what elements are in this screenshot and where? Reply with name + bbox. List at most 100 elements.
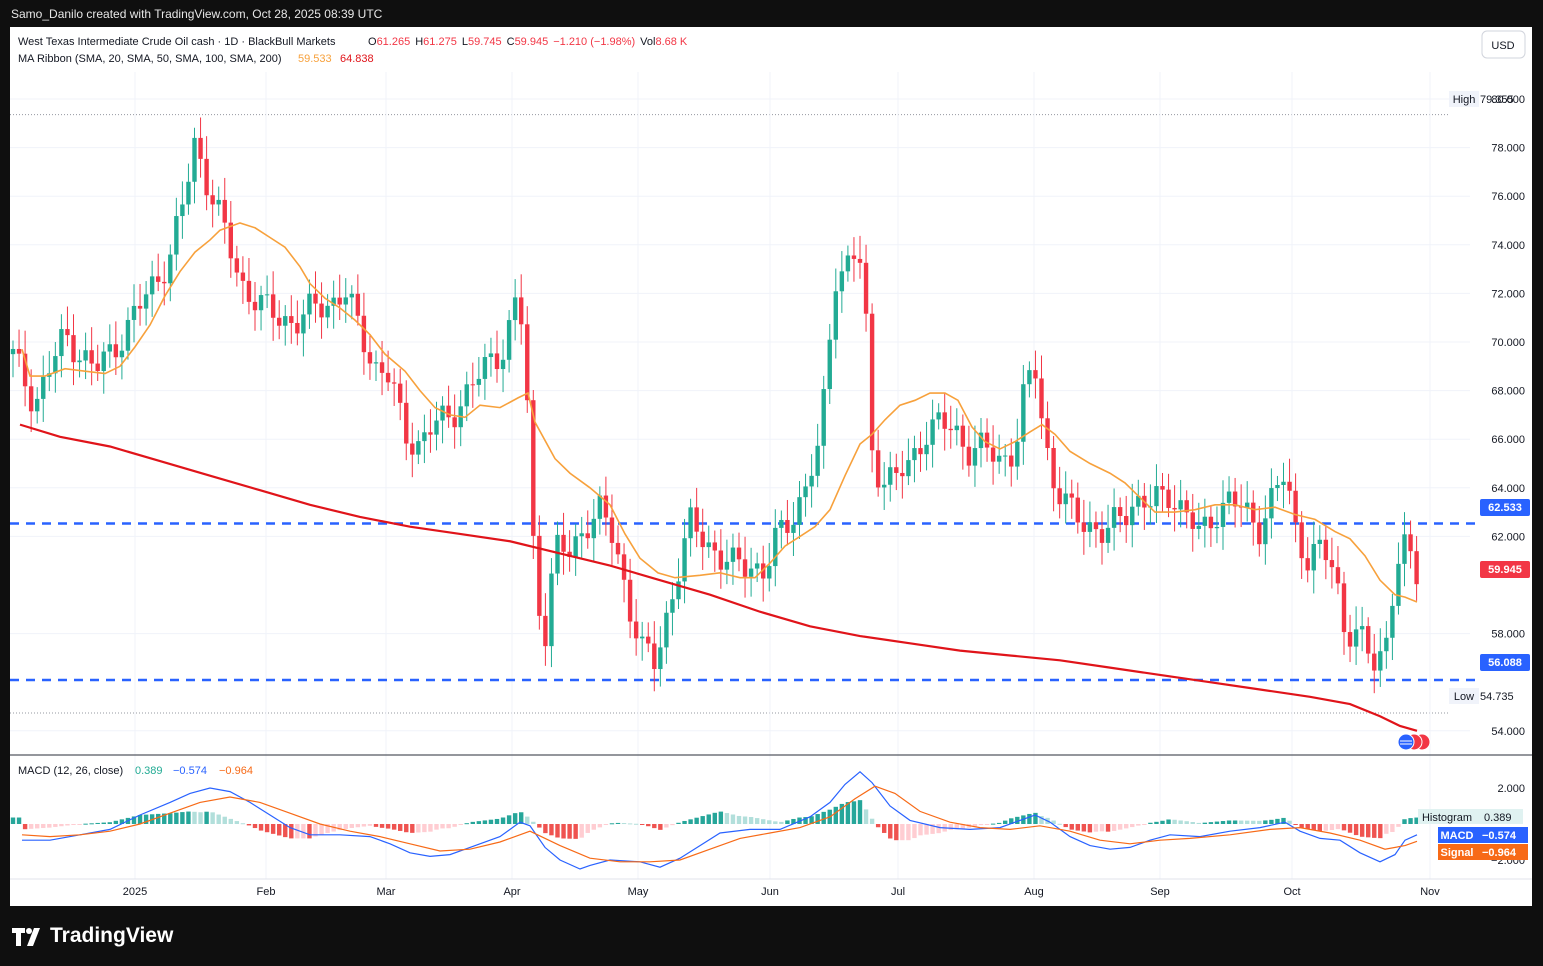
macd-histogram-bar xyxy=(482,820,488,824)
tradingview-logo[interactable]: TradingView xyxy=(12,924,173,948)
candle-down xyxy=(990,447,996,462)
macd-histogram-bar xyxy=(385,824,391,829)
candle-up xyxy=(767,566,772,579)
candle-down xyxy=(1414,551,1419,585)
macd-histogram-bar xyxy=(1003,820,1008,824)
chart-svg[interactable]: West Texas Intermediate Crude Oil cash ·… xyxy=(10,27,1532,906)
candle-down xyxy=(863,262,869,314)
candle-up xyxy=(676,581,681,600)
macd-histogram-bar xyxy=(1015,816,1020,824)
candle-down xyxy=(1372,653,1377,671)
candle-down xyxy=(609,517,615,543)
candle-up xyxy=(216,199,221,205)
macd-histogram-bar xyxy=(773,821,778,824)
macd-histogram-bar xyxy=(875,824,881,828)
candle-up xyxy=(1317,539,1322,544)
candle-down xyxy=(918,448,923,455)
macd-histogram-bar xyxy=(512,813,518,824)
candle-up xyxy=(670,599,675,613)
price-tick-label: 58.000 xyxy=(1491,629,1525,641)
candle-down xyxy=(234,258,240,273)
candle-down xyxy=(948,428,953,431)
candle-up xyxy=(730,547,736,562)
candle-up xyxy=(168,254,173,284)
macd-tag-histogram-label: Histogram xyxy=(1422,812,1472,824)
ohlc-key-L: L xyxy=(462,36,468,48)
candle-up xyxy=(1378,651,1383,671)
macd-histogram-bar xyxy=(59,824,64,827)
candle-up xyxy=(1015,441,1020,467)
candle-down xyxy=(65,329,70,336)
sma-200-line xyxy=(19,423,1418,732)
macd-histogram-bar xyxy=(240,823,246,825)
macd-histogram-bar xyxy=(113,820,119,824)
macd-histogram-bar xyxy=(35,824,40,829)
candle-up xyxy=(779,519,784,528)
candle-down xyxy=(851,255,857,259)
candle-up xyxy=(1154,486,1159,507)
candle-down xyxy=(404,402,409,444)
macd-histogram-bar xyxy=(458,824,463,825)
candle-up xyxy=(754,563,760,569)
candle-up xyxy=(180,204,185,217)
macd-histogram-bar xyxy=(984,824,990,825)
us-flag-events-icon[interactable] xyxy=(1397,733,1431,751)
candle-up xyxy=(258,295,264,311)
candle-up xyxy=(83,350,88,361)
macd-histogram-bar xyxy=(845,802,851,824)
candle-down xyxy=(561,534,566,552)
level-tag-lower-value: 56.088 xyxy=(1488,657,1522,669)
macd-histogram-bar xyxy=(1226,820,1232,824)
high-tag-value: 79.355 xyxy=(1480,94,1514,106)
candle-up xyxy=(827,339,832,390)
macd-histogram-bar xyxy=(416,824,421,833)
candle-down xyxy=(736,547,742,560)
candle-up xyxy=(682,538,687,582)
candle-down xyxy=(22,353,28,387)
macd-histogram-bar xyxy=(1390,824,1395,832)
macd-histogram-bar xyxy=(960,824,966,829)
candle-up xyxy=(724,561,730,570)
candle-down xyxy=(785,519,790,533)
time-axis[interactable]: 2025 Feb Mar Apr May Jun Jul Aug Sep Oct Nov xyxy=(123,886,1441,898)
price-tick-label: 64.000 xyxy=(1491,483,1525,495)
candle-down xyxy=(585,533,590,539)
macd-histogram-bar xyxy=(410,824,415,833)
candle-down xyxy=(452,417,457,428)
candle-down xyxy=(270,294,276,318)
macd-histogram-bar xyxy=(597,824,603,828)
ma-ribbon-label: MA Ribbon (SMA, 20, SMA, 50, SMA, 100, S… xyxy=(18,53,282,65)
macd-histogram-bar xyxy=(1305,824,1310,829)
candle-down xyxy=(519,297,524,325)
macd-histogram-bar xyxy=(71,824,76,825)
price-tick-label: 66.000 xyxy=(1491,434,1525,446)
macd-legend-signal: −0.964 xyxy=(219,765,253,777)
time-tick-label: Aug xyxy=(1024,886,1044,898)
currency-button[interactable]: USD xyxy=(1481,30,1526,59)
candle-down xyxy=(198,137,203,159)
macd-histogram-bar xyxy=(1263,820,1268,824)
macd-histogram-bar xyxy=(1154,821,1159,824)
time-tick-label: Mar xyxy=(377,886,396,898)
chart-panel[interactable]: West Texas Intermediate Crude Oil cash ·… xyxy=(10,27,1532,906)
macd-histogram-bar xyxy=(882,824,887,833)
macd-tag-macd: MACD −0.574 xyxy=(1438,827,1528,843)
macd-histogram-bar xyxy=(494,818,500,824)
candle-up xyxy=(773,527,778,567)
candle-up xyxy=(1402,534,1407,564)
price-tick-label: 72.000 xyxy=(1491,288,1525,300)
macd-histogram-bar xyxy=(742,816,748,824)
candle-down xyxy=(1408,534,1413,552)
candle-down xyxy=(204,158,209,196)
last-price-value: 59.945 xyxy=(1488,564,1522,576)
candle-down xyxy=(1208,516,1214,529)
candle-up xyxy=(192,137,197,182)
macd-histogram-bar xyxy=(573,824,578,839)
price-axis[interactable]: 80.000 78.000 76.000 74.000 72.000 70.000 68.0… xyxy=(1491,94,1525,738)
macd-tick-label: 2.000 xyxy=(1497,783,1525,795)
macd-histogram-bar xyxy=(1341,824,1347,831)
macd-histogram-bar xyxy=(579,824,584,838)
macd-histogram-bar xyxy=(1245,820,1250,824)
candle-down xyxy=(1051,448,1056,489)
candle-up xyxy=(833,291,838,340)
